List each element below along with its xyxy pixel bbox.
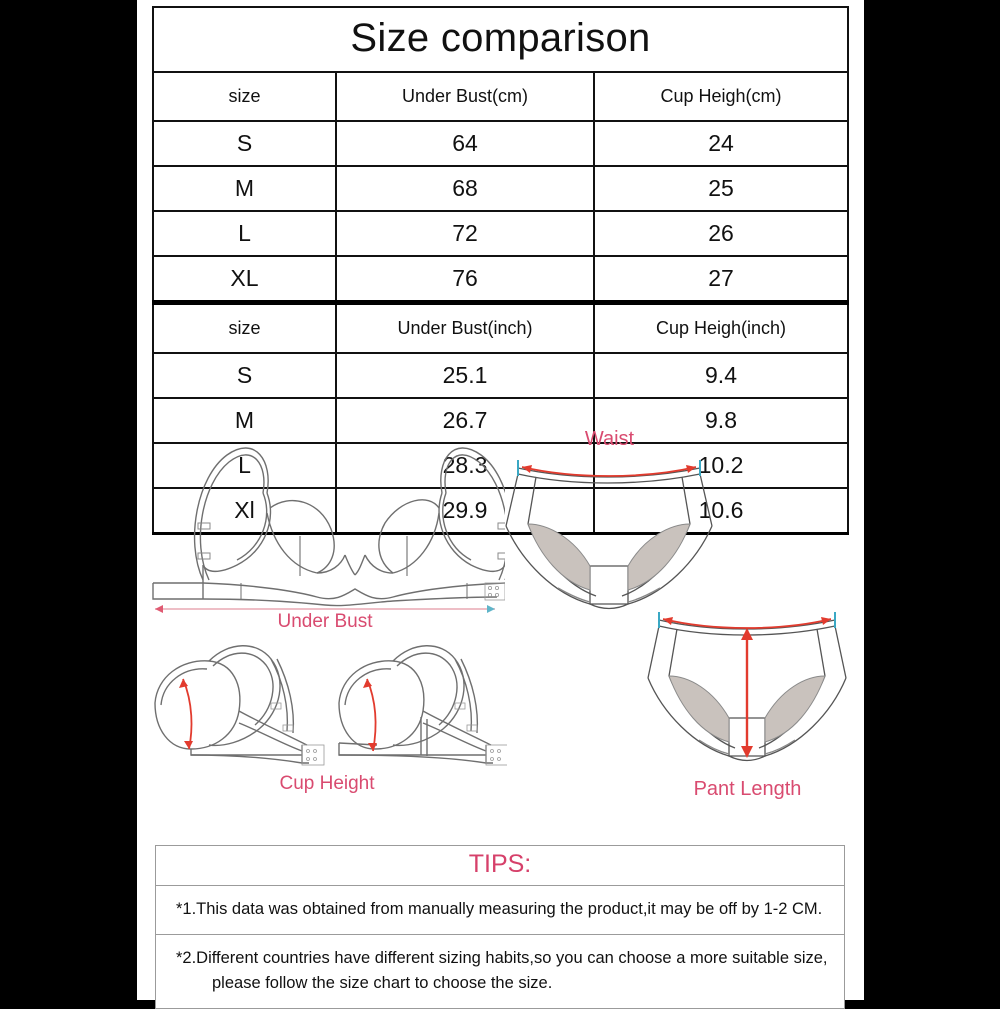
- panty-length-illustration: [647, 612, 847, 762]
- cell-cupheight: 9.8: [592, 397, 850, 444]
- tips-item-2-line-b: please follow the size chart to choose t…: [212, 974, 553, 993]
- col-header-size-cm: size: [152, 71, 337, 122]
- col-header-cupheight-cm: Cup Heigh(cm): [592, 71, 850, 122]
- label-under-bust: Under Bust: [277, 611, 373, 632]
- cell-underbust: 76: [335, 255, 595, 304]
- cell-size: XL: [152, 255, 337, 304]
- cell-cupheight: 26: [592, 210, 850, 257]
- bra-front-illustration: [152, 447, 514, 613]
- cell-underbust: 28.3: [335, 442, 595, 489]
- table-row: XL 76 27: [152, 255, 850, 304]
- col-header-cupheight-inch: Cup Heigh(inch): [592, 300, 850, 354]
- panty-waist-illustration: [505, 460, 713, 610]
- page-title: Size comparison: [151, 6, 850, 73]
- bra-side-diagram: Cup Height: [147, 633, 509, 794]
- tips-item-2-line-a: *2.Different countries have different si…: [176, 948, 828, 967]
- label-cup-height: Cup Height: [279, 773, 375, 794]
- tips-box: TIPS: *1.This data was obtained from man…: [155, 845, 845, 1009]
- label-waist: Waist: [584, 428, 635, 450]
- measurement-diagrams: Under Bust: [137, 428, 864, 820]
- size-comparison-table: Size comparison size Under Bust(cm) Cup …: [151, 6, 850, 535]
- table-row: Xl 29.9 10.6: [152, 487, 850, 535]
- waist-measure-arrow: [517, 460, 701, 477]
- cell-size: M: [152, 397, 337, 444]
- col-header-underbust-cm: Under Bust(cm): [335, 71, 595, 122]
- table-row: M 68 25: [152, 165, 850, 212]
- cell-size: L: [152, 442, 337, 489]
- cell-underbust: 64: [335, 120, 595, 167]
- cell-cupheight: 25: [592, 165, 850, 212]
- col-header-size-inch: size: [152, 300, 337, 354]
- bra-side-illustration: [154, 645, 509, 766]
- tips-item-1: *1.This data was obtained from manually …: [176, 900, 823, 918]
- col-header-underbust-inch: Under Bust(inch): [335, 300, 595, 354]
- content-panel: Size comparison size Under Bust(cm) Cup …: [137, 0, 864, 1009]
- cell-cupheight: 27: [592, 255, 850, 304]
- panty-length-diagram: Pant Length: [645, 598, 850, 800]
- cell-underbust: 72: [335, 210, 595, 257]
- cell-cupheight: 24: [592, 120, 850, 167]
- label-pant-length: Pant Length: [693, 778, 802, 800]
- cell-size: M: [152, 165, 337, 212]
- table-header-cm: size Under Bust(cm) Cup Heigh(cm): [152, 71, 850, 122]
- table-row: L 28.3 10.2: [152, 442, 850, 489]
- cupheight-measure-arrow-right: [363, 678, 377, 752]
- table-title-row: Size comparison: [151, 6, 850, 73]
- pantlength-measure-arrow: [741, 628, 753, 758]
- table-row: S 25.1 9.4: [152, 352, 850, 399]
- panty-waist-diagram: Waist: [502, 428, 717, 626]
- waistband-measure-arrow: [658, 612, 836, 629]
- cell-cupheight: 10.2: [592, 442, 850, 489]
- cell-underbust: 68: [335, 165, 595, 212]
- bra-front-diagram: Under Bust: [145, 433, 514, 632]
- table-row: L 72 26: [152, 210, 850, 257]
- size-tables: Size comparison size Under Bust(cm) Cup …: [151, 6, 850, 535]
- table-row: M 26.7 9.8: [152, 397, 850, 444]
- cell-underbust: 26.7: [335, 397, 595, 444]
- cell-size: Xl: [152, 487, 337, 535]
- cell-underbust: 25.1: [335, 352, 595, 399]
- tips-title: TIPS:: [468, 850, 532, 878]
- cell-cupheight: 10.6: [592, 487, 850, 535]
- tips-row-1: *1.This data was obtained from manually …: [156, 886, 844, 935]
- tips-item-2: *2.Different countries have different si…: [156, 935, 844, 1008]
- tips-title-row: TIPS:: [156, 846, 844, 886]
- table-row: S 64 24: [152, 120, 850, 167]
- table-header-inch: size Under Bust(inch) Cup Heigh(inch): [152, 300, 850, 354]
- cell-size: S: [152, 352, 337, 399]
- cell-size: S: [152, 120, 337, 167]
- tips-row-2: *2.Different countries have different si…: [156, 935, 844, 1008]
- cell-cupheight: 9.4: [592, 352, 850, 399]
- cell-underbust: 29.9: [335, 487, 595, 535]
- cupheight-measure-arrow-left: [179, 678, 193, 750]
- underbust-measure-arrow: [155, 605, 495, 613]
- cell-size: L: [152, 210, 337, 257]
